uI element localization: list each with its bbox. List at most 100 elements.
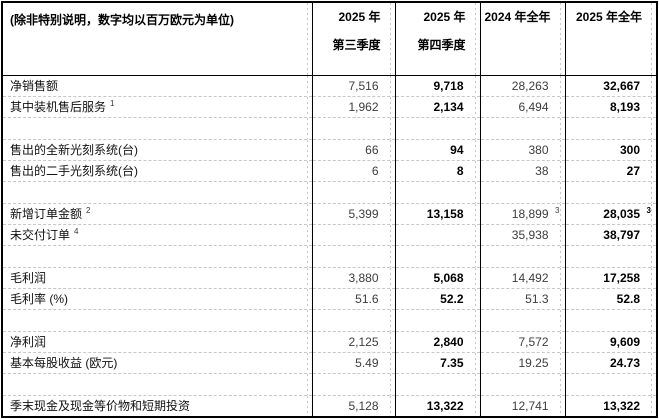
value-cell: [479, 181, 565, 204]
table-row: 净利润 2,125 2,840 7,572 9,609: [3, 331, 656, 353]
value-cell: 9,609: [564, 331, 656, 353]
value-cell: 27: [564, 160, 656, 182]
value-cell: 2,134: [394, 96, 480, 118]
value-cell: 24.73: [564, 352, 656, 374]
value-cell: 5,068: [394, 267, 480, 289]
value-cell: [394, 245, 480, 268]
table-row: 售出的全新光刻系统(台) 66 94 380 300: [3, 139, 656, 161]
col-header-line1: 2025 年: [338, 10, 381, 24]
spacer-row: [3, 373, 656, 396]
value-cell: [394, 224, 480, 246]
col-header-line1: 2025 年: [423, 10, 466, 24]
value-cell: 5.49: [311, 352, 395, 374]
footnote-marker: 3: [646, 205, 651, 215]
value-cell: 51.3: [479, 288, 565, 310]
value-cell: [479, 373, 565, 396]
value-cell: 38,797: [564, 224, 656, 246]
table-row: 净销售额 7,516 9,718 28,263 32,667: [3, 75, 656, 97]
value-cell: 14,492: [479, 267, 565, 289]
value-cell: 7,516: [311, 75, 395, 97]
col-header-2025-q4: 2025 年 第四季度: [394, 3, 480, 76]
table-row: 未交付订单 4 35,938 38,797: [3, 224, 656, 246]
value-cell: 51.6: [311, 288, 395, 310]
value-cell: 94: [394, 139, 480, 161]
col-header-2025-q3: 2025 年 第三季度: [311, 3, 395, 76]
value-cell: 28,263: [479, 75, 565, 97]
row-label: 毛利率 (%): [3, 288, 312, 310]
value-cell: 13,322: [394, 395, 480, 416]
col-header-line1: 2024 年全年: [484, 10, 551, 24]
col-header-line2: 第三季度: [332, 38, 381, 52]
value-cell: 6,494: [479, 96, 565, 118]
value-cell: 6: [311, 160, 395, 182]
table-row: 毛利润 3,880 5,068 14,492 17,258: [3, 267, 656, 289]
col-header-line2: 第四季度: [417, 38, 466, 52]
value-cell: 13,158: [394, 203, 480, 225]
row-label: [3, 373, 312, 396]
value-cell: [311, 245, 395, 268]
value-cell: 18,899 3: [479, 203, 565, 225]
value-cell: [394, 373, 480, 396]
value-cell: [564, 373, 656, 396]
value-cell: [479, 309, 565, 332]
spacer-row: [3, 181, 656, 204]
row-label: 净利润: [3, 331, 312, 353]
value-cell: [394, 309, 480, 332]
row-label: 季末现金及现金等价物和短期投资: [3, 395, 312, 416]
row-label: 售出的全新光刻系统(台): [3, 139, 312, 161]
value-cell: [564, 117, 656, 140]
value-cell: 2,125: [311, 331, 395, 353]
header-row: (除非特别说明，数字均以百万欧元为单位) 2025 年 第三季度 2025 年 …: [3, 3, 656, 76]
value-cell: 17,258: [564, 267, 656, 289]
col-header-2025-fy: 2025 年全年: [564, 3, 656, 76]
value-cell: 8: [394, 160, 480, 182]
value-cell: 300: [564, 139, 656, 161]
footnote-marker: 2: [86, 206, 91, 215]
value-cell: [564, 309, 656, 332]
value-cell: 35,938: [479, 224, 565, 246]
row-label: 售出的二手光刻系统(台): [3, 160, 312, 182]
value-cell: [311, 117, 395, 140]
table-row: 基本每股收益 (欧元) 5.49 7.35 19.25 24.73: [3, 352, 656, 374]
col-header-line1: 2025 年全年: [575, 10, 642, 24]
table-row: 售出的二手光刻系统(台) 6 8 38 27: [3, 160, 656, 182]
value-cell: 32,667: [564, 75, 656, 97]
row-label: 新增订单金额 2: [3, 203, 312, 225]
value-cell: 9,718: [394, 75, 480, 97]
row-label: [3, 117, 312, 140]
row-label: [3, 309, 312, 332]
row-label: [3, 245, 312, 268]
row-label: 毛利润: [3, 267, 312, 289]
row-label: 其中装机售后服务 1: [3, 96, 312, 118]
value-cell: 12,741: [479, 395, 565, 416]
value-cell: [564, 181, 656, 204]
value-cell: [311, 309, 395, 332]
table-row: 新增订单金额 2 5,399 13,158 18,899 3 28,035 3: [3, 203, 656, 225]
col-header-2024-fy: 2024 年全年: [479, 3, 565, 76]
row-label: 净销售额: [3, 75, 312, 97]
spacer-row: [3, 117, 656, 140]
value-cell: [564, 245, 656, 268]
table-row: 毛利率 (%) 51.6 52.2 51.3 52.8: [3, 288, 656, 310]
value-cell: 5,128: [311, 395, 395, 416]
value-cell: 66: [311, 139, 395, 161]
value-cell: 13,322: [564, 395, 656, 416]
value-cell: 8,193: [564, 96, 656, 118]
value-cell: 38: [479, 160, 565, 182]
value-cell: [311, 373, 395, 396]
unit-note: (除非特别说明，数字均以百万欧元为单位): [3, 3, 312, 76]
value-cell: [394, 181, 480, 204]
value-cell: 52.8: [564, 288, 656, 310]
row-label: [3, 181, 312, 204]
results-table: (除非特别说明，数字均以百万欧元为单位) 2025 年 第三季度 2025 年 …: [3, 3, 656, 416]
table-row: 其中装机售后服务 1 1,962 2,134 6,494 8,193: [3, 96, 656, 118]
value-cell: 7,572: [479, 331, 565, 353]
value-cell: 2,840: [394, 331, 480, 353]
row-label: 未交付订单 4: [3, 224, 312, 246]
value-cell: 28,035 3: [564, 203, 656, 225]
value-cell: 380: [479, 139, 565, 161]
table-body: 净销售额 7,516 9,718 28,263 32,667 其中装机售后服务 1 1,962…: [3, 75, 656, 416]
footnote-marker: 3: [555, 205, 560, 215]
value-cell: [479, 117, 565, 140]
